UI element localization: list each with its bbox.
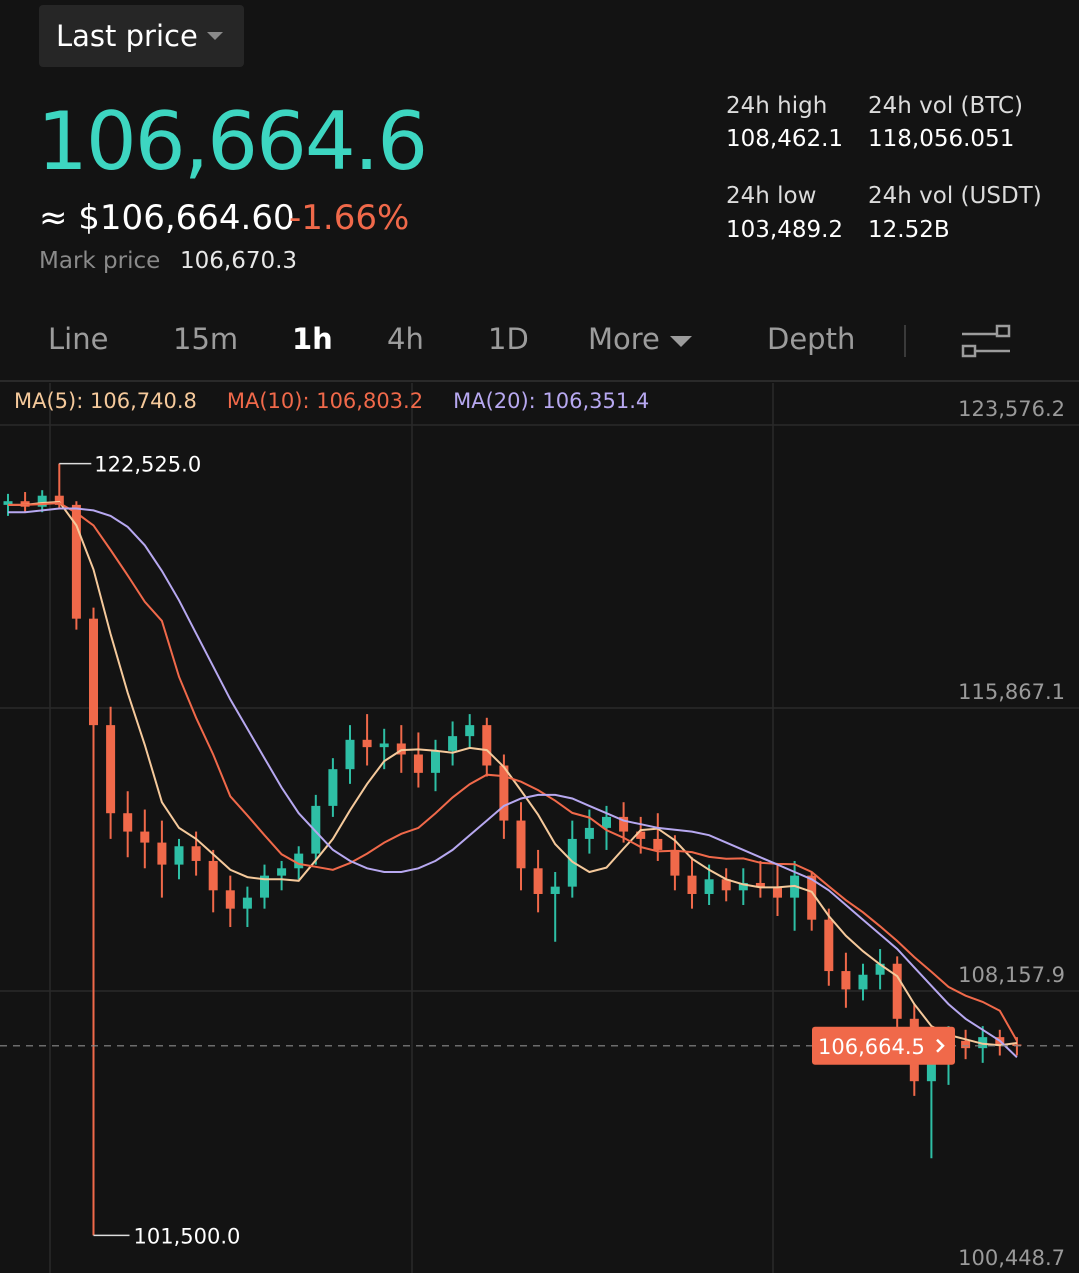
stat-value: 103,489.2 — [726, 217, 844, 243]
candle-body — [413, 754, 423, 773]
candle-body — [362, 739, 372, 748]
candle-body — [191, 846, 201, 861]
candle-body — [773, 886, 782, 898]
legend-entry: MA(20): 106,351.4 — [453, 389, 649, 413]
stat-label: 24h low — [726, 183, 817, 209]
candle-body — [516, 820, 526, 869]
y-tick-label: 123,576.2 — [958, 397, 1065, 421]
candle-body — [225, 890, 235, 909]
y-tick-label: 115,867.1 — [958, 680, 1065, 704]
y-tick-label: 108,157.9 — [958, 963, 1065, 987]
candle-body — [294, 853, 304, 869]
candle-body — [54, 495, 64, 505]
divider — [0, 380, 1079, 382]
high-label: 122,525.0 — [94, 453, 201, 477]
candle-body — [345, 739, 355, 770]
separator — [904, 325, 906, 357]
candle-body — [670, 849, 680, 876]
candle-body — [858, 974, 868, 990]
candle-body — [550, 886, 560, 894]
price-type-selector[interactable]: Last price — [39, 5, 244, 67]
candle-body — [824, 919, 834, 972]
last-price: 106,664.6 — [37, 95, 428, 188]
candle-body — [277, 868, 287, 876]
candle-body — [687, 875, 697, 894]
candle-body — [704, 879, 714, 894]
ma-line — [8, 501, 1018, 1042]
tab[interactable]: 4h — [387, 322, 424, 356]
candle-body — [721, 879, 731, 891]
candle-body — [755, 882, 765, 887]
legend-entry: MA(10): 106,803.2 — [227, 389, 423, 413]
candle-body — [3, 501, 13, 505]
selector-label[interactable]: Last price — [56, 19, 198, 53]
candle-body — [892, 963, 902, 1019]
mark-price-label: Mark price — [39, 248, 161, 274]
candle-body — [106, 725, 116, 814]
stat-label: 24h vol (BTC) — [868, 93, 1024, 119]
tab[interactable]: More — [588, 322, 660, 356]
candle-body — [431, 750, 440, 773]
usd-price: ≈ $106,664.60 — [39, 198, 295, 238]
candle-body — [602, 816, 611, 828]
stat-label: 24h high — [726, 93, 828, 119]
candle-body — [619, 816, 629, 832]
legend-entry: MA(5): 106,740.8 — [14, 389, 197, 413]
candle-body — [482, 725, 492, 766]
candle-body — [807, 875, 817, 920]
ma-line — [8, 500, 1018, 1047]
dropdown-arrow — [207, 32, 223, 40]
settings-icon[interactable] — [960, 322, 1012, 360]
tab[interactable]: Depth — [767, 322, 856, 356]
candle-body — [157, 842, 167, 865]
candle-body — [465, 725, 475, 737]
tab[interactable]: 1h — [292, 322, 333, 356]
stat-value: 108,462.1 — [726, 126, 844, 152]
tab[interactable]: Line — [48, 322, 109, 356]
stat-value: 118,056.051 — [868, 126, 1015, 152]
candle-body — [961, 1040, 971, 1049]
candle-body — [978, 1037, 988, 1049]
candle-body — [71, 504, 81, 619]
last-price-tag — [812, 1026, 955, 1065]
candle-body — [636, 831, 646, 839]
candle-body — [37, 495, 47, 507]
candle-body — [328, 769, 338, 806]
candle-body — [89, 618, 98, 726]
tab[interactable]: 1D — [488, 322, 529, 356]
ma-line — [8, 507, 1018, 1059]
candle-body — [311, 805, 321, 854]
candle-body — [242, 897, 252, 909]
stat-value: 12.52B — [868, 217, 950, 243]
candle-body — [396, 743, 406, 755]
candlestick-chart: 123,576.2 115,867.1 108,157.9 100,448.7 MA(5… — [0, 383, 1079, 1273]
tab[interactable]: 15m — [173, 322, 239, 356]
candle-body — [499, 765, 509, 821]
candle-body — [584, 827, 594, 839]
stat-label: 24h vol (USDT) — [868, 183, 1042, 209]
candle-body — [738, 882, 748, 891]
low-label: 101,500.0 — [134, 1224, 241, 1248]
chevron — [936, 1038, 945, 1053]
last-price-label: 106,664.5 — [818, 1035, 925, 1059]
candle-body — [123, 813, 133, 832]
price-change: -1.66% — [289, 198, 410, 238]
candle-body — [841, 971, 851, 990]
candle-body — [140, 831, 150, 843]
candle-body — [260, 875, 269, 898]
y-tick-label: 100,448.7 — [958, 1246, 1065, 1270]
candle-body — [208, 860, 218, 891]
candle-body — [875, 963, 885, 975]
candle-body — [174, 846, 184, 865]
candle-body — [379, 743, 389, 748]
dropdown-arrow — [670, 336, 692, 347]
mark-price-value: 106,670.3 — [180, 248, 298, 274]
candle-body — [926, 1059, 936, 1082]
candle-body — [533, 868, 543, 894]
candle-body — [653, 838, 663, 850]
candle-body — [448, 736, 458, 751]
